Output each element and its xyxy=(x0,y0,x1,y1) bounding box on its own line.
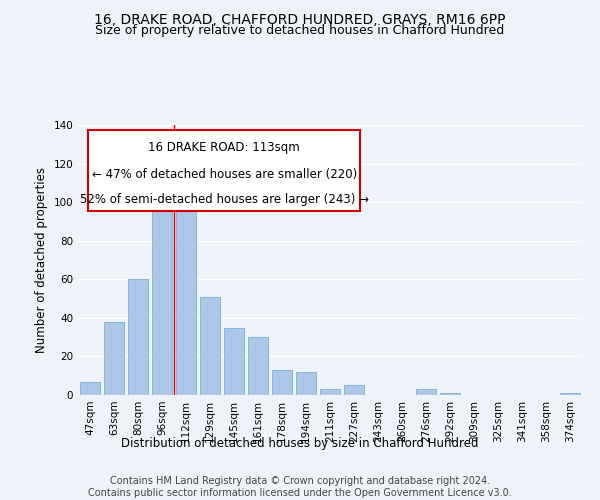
Bar xyxy=(320,389,340,395)
Bar xyxy=(416,389,436,395)
Text: 52% of semi-detached houses are larger (243) →: 52% of semi-detached houses are larger (… xyxy=(80,192,368,205)
Text: Size of property relative to detached houses in Chafford Hundred: Size of property relative to detached ho… xyxy=(95,24,505,37)
Bar xyxy=(272,370,292,395)
Bar xyxy=(80,382,100,395)
FancyBboxPatch shape xyxy=(88,130,360,212)
Text: Distribution of detached houses by size in Chafford Hundred: Distribution of detached houses by size … xyxy=(121,438,479,450)
Bar xyxy=(560,393,580,395)
Bar xyxy=(200,296,220,395)
Text: 16 DRAKE ROAD: 113sqm: 16 DRAKE ROAD: 113sqm xyxy=(148,141,300,154)
Text: 16, DRAKE ROAD, CHAFFORD HUNDRED, GRAYS, RM16 6PP: 16, DRAKE ROAD, CHAFFORD HUNDRED, GRAYS,… xyxy=(94,12,506,26)
Text: Contains HM Land Registry data © Crown copyright and database right 2024.: Contains HM Land Registry data © Crown c… xyxy=(110,476,490,486)
Bar xyxy=(296,372,316,395)
Bar xyxy=(224,328,244,395)
Bar xyxy=(152,173,172,395)
Bar xyxy=(104,322,124,395)
Bar xyxy=(128,280,148,395)
Bar xyxy=(440,393,460,395)
Text: ← 47% of detached houses are smaller (220): ← 47% of detached houses are smaller (22… xyxy=(92,168,357,181)
Bar xyxy=(344,386,364,395)
Text: Contains public sector information licensed under the Open Government Licence v3: Contains public sector information licen… xyxy=(88,488,512,498)
Bar xyxy=(176,210,196,395)
Bar xyxy=(248,337,268,395)
Y-axis label: Number of detached properties: Number of detached properties xyxy=(35,167,48,353)
